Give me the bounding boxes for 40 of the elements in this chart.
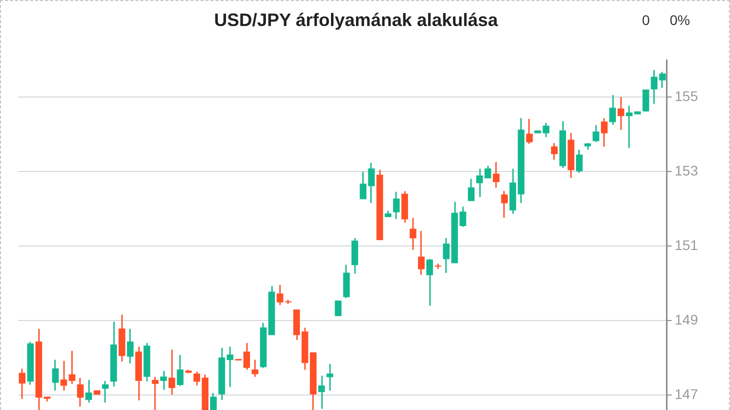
candlestick (442, 237, 450, 274)
candlestick (492, 161, 500, 188)
candlestick (210, 392, 217, 410)
candlestick (501, 190, 508, 219)
candlestick (576, 149, 583, 174)
candlestick (418, 230, 425, 276)
candlestick (152, 376, 159, 410)
candlestick (642, 89, 650, 112)
text: 0% (670, 11, 690, 29)
candlestick (592, 124, 600, 143)
candlestick (126, 328, 134, 364)
y-tick-label: 153 (674, 162, 698, 179)
candlestick (160, 370, 167, 391)
candlestick (77, 377, 84, 408)
y-tick-label: 149 (674, 312, 698, 328)
candlestick (243, 342, 250, 370)
candlestick (551, 142, 558, 160)
candlestick (600, 117, 608, 148)
y-tick-label: 147 (674, 386, 698, 402)
candlestick (176, 354, 184, 386)
candlestick (618, 96, 624, 131)
text: 0 (642, 11, 650, 29)
y-tick-label: 155 (674, 88, 698, 104)
candlestick (168, 348, 176, 396)
candlestick (334, 300, 342, 316)
candlestick (426, 258, 433, 306)
candlestick (193, 370, 200, 386)
candlestick (85, 379, 92, 404)
candlestick (318, 375, 325, 410)
candlestick (326, 363, 334, 392)
candlestick (410, 217, 416, 251)
candlestick (468, 178, 475, 202)
candlestick (526, 118, 533, 144)
candlestick (18, 368, 26, 400)
candlestick (52, 359, 59, 392)
candlestick (252, 359, 258, 378)
y-tick-label: 151 (674, 237, 698, 254)
chart-title: USD/JPY árfolyamának alakulása (214, 10, 498, 30)
candlestick (393, 191, 400, 220)
candlestick (609, 94, 616, 126)
